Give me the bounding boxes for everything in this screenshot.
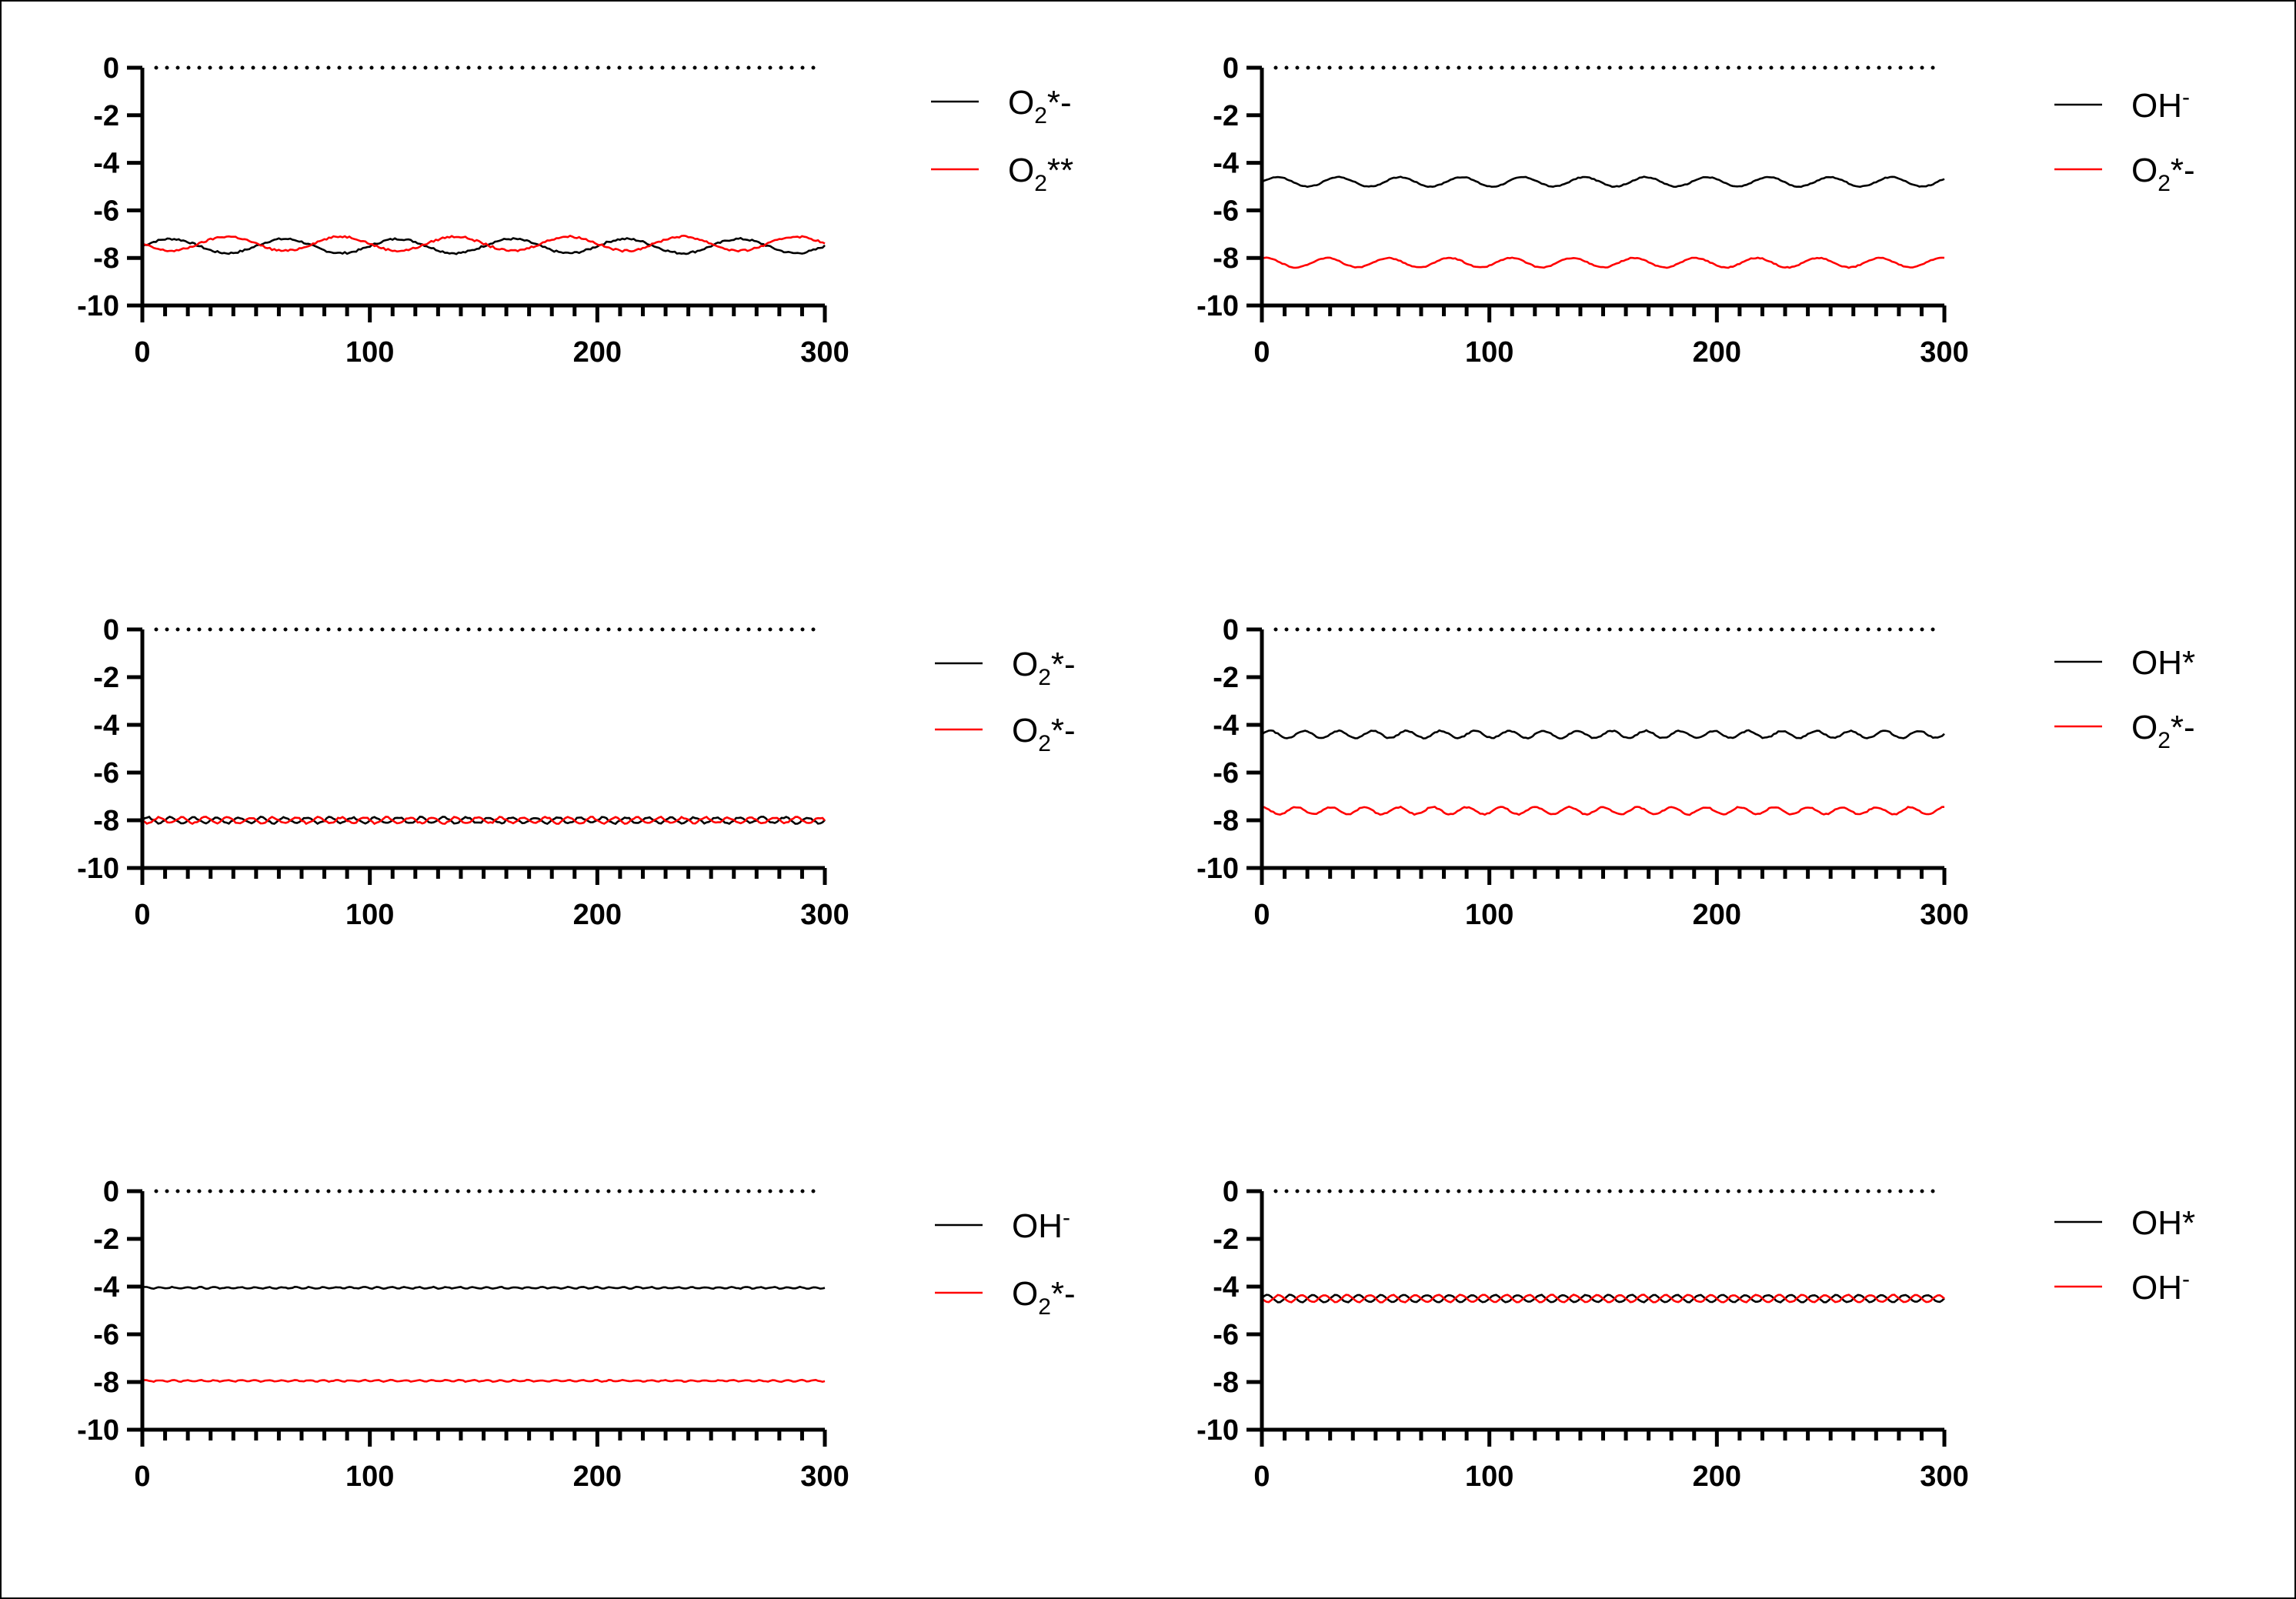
y-tick-label: -8: [93, 242, 119, 275]
x-tick-label: 200: [1693, 899, 1741, 931]
x-tick-label: 0: [1253, 336, 1270, 369]
chart-panel-3: 0 -2 -4 -6 -8 -10 0 100 200 300 O2*- O2*-: [77, 614, 1076, 931]
y-tick-label: -6: [1213, 195, 1239, 227]
y-tick-label: -4: [93, 1271, 119, 1304]
chart-panel-4: 0 -2 -4 -6 -8 -10 0 100 200 300 OH* O2*-: [1196, 614, 2195, 931]
x-tick-label: 0: [134, 1460, 150, 1493]
y-tick-label: -10: [1196, 290, 1239, 322]
y-tick-label: 0: [103, 614, 119, 646]
legend-label: O2*-: [1012, 1275, 1076, 1320]
legend-label: OH-: [2131, 85, 2190, 125]
y-tick-label: 0: [103, 52, 119, 85]
x-tick-label: 200: [573, 899, 622, 931]
y-tick-label: -10: [77, 1414, 119, 1447]
x-tick-label: 300: [1920, 1460, 1968, 1493]
y-tick-label: -6: [1213, 1319, 1239, 1351]
series-line-2: [1261, 1294, 1945, 1304]
legend-label: O2*-: [1008, 84, 1072, 129]
y-tick-label: -8: [93, 1367, 119, 1399]
y-tick-label: -2: [93, 662, 119, 694]
series-line-1: [142, 1285, 826, 1290]
x-tick-label: 100: [1465, 1460, 1513, 1493]
series-line-2: [1261, 256, 1945, 269]
x-tick-label: 300: [1920, 336, 1968, 369]
legend-label: OH-: [1012, 1205, 1070, 1245]
legend-label: O2*-: [2131, 709, 2195, 753]
y-tick-label: 0: [1223, 1176, 1239, 1208]
series-line-1: [1261, 175, 1945, 189]
y-tick-label: 0: [103, 1176, 119, 1208]
y-tick-label: -4: [1213, 148, 1239, 180]
y-tick-label: -10: [77, 290, 119, 322]
y-tick-label: 0: [1223, 52, 1239, 85]
x-tick-label: 100: [345, 1460, 394, 1493]
series-line-2: [142, 1378, 826, 1384]
x-tick-label: 0: [134, 336, 150, 369]
y-tick-label: -2: [1213, 1223, 1239, 1256]
y-tick-label: -6: [93, 195, 119, 227]
y-tick-label: 0: [1223, 614, 1239, 646]
series-line-2: [142, 816, 826, 826]
y-tick-label: -8: [1213, 1367, 1239, 1399]
chart-panel-2: 0 -2 -4 -6 -8 -10 0 100 200 300 OH- O2*-: [1196, 52, 2195, 369]
y-tick-label: -6: [1213, 757, 1239, 789]
legend-label: O2*-: [2131, 152, 2195, 196]
y-tick-label: -2: [1213, 100, 1239, 132]
y-tick-label: -10: [1196, 853, 1239, 885]
x-tick-label: 200: [1693, 1460, 1741, 1493]
legend-label: OH-: [2131, 1267, 2190, 1307]
y-tick-label: -10: [1196, 1414, 1239, 1447]
x-tick-label: 200: [573, 1460, 622, 1493]
y-tick-label: -4: [1213, 1271, 1239, 1304]
x-tick-label: 300: [800, 336, 849, 369]
y-tick-label: -4: [93, 148, 119, 180]
chart-panel-5: 0 -2 -4 -6 -8 -10 0 100 200 300 OH- O2*-: [77, 1176, 1076, 1493]
chart-panel-1: 0 -2 -4 -6 -8 -10 0 100 200 300 O2*- O2**: [77, 52, 1073, 369]
y-tick-label: -2: [1213, 662, 1239, 694]
x-tick-label: 300: [1920, 899, 1968, 931]
x-tick-label: 0: [134, 899, 150, 931]
legend-label: OH*: [2131, 1204, 2195, 1242]
y-tick-label: -2: [93, 1223, 119, 1256]
legend-label: O2*-: [1012, 646, 1076, 690]
series-line-2: [1261, 805, 1944, 816]
y-tick-label: -8: [1213, 242, 1239, 275]
y-tick-label: -8: [1213, 805, 1239, 837]
x-tick-label: 0: [1253, 1460, 1270, 1493]
y-tick-label: -6: [93, 1319, 119, 1351]
x-tick-label: 100: [1465, 336, 1513, 369]
series-line-1: [142, 236, 826, 255]
chart-panel-6: 0 -2 -4 -6 -8 -10 0 100 200 300 OH* OH-: [1196, 1176, 2195, 1493]
legend-label: O2**: [1008, 152, 1073, 196]
x-tick-label: 100: [345, 336, 394, 369]
legend-label: OH*: [2131, 644, 2195, 682]
x-tick-label: 200: [1693, 336, 1741, 369]
x-tick-label: 0: [1253, 899, 1270, 931]
x-tick-label: 300: [800, 899, 849, 931]
y-tick-label: -4: [1213, 709, 1239, 742]
y-tick-label: -10: [77, 853, 119, 885]
x-tick-label: 100: [1465, 899, 1513, 931]
y-tick-label: -6: [93, 757, 119, 789]
x-tick-label: 100: [345, 899, 394, 931]
y-tick-label: -8: [93, 805, 119, 837]
y-tick-label: -4: [93, 709, 119, 742]
x-tick-label: 200: [573, 336, 622, 369]
series-line-2: [142, 234, 826, 253]
legend-label: O2*-: [1012, 712, 1076, 756]
x-tick-label: 300: [800, 1460, 849, 1493]
series-line-1: [1261, 729, 1945, 740]
y-tick-label: -2: [93, 100, 119, 132]
